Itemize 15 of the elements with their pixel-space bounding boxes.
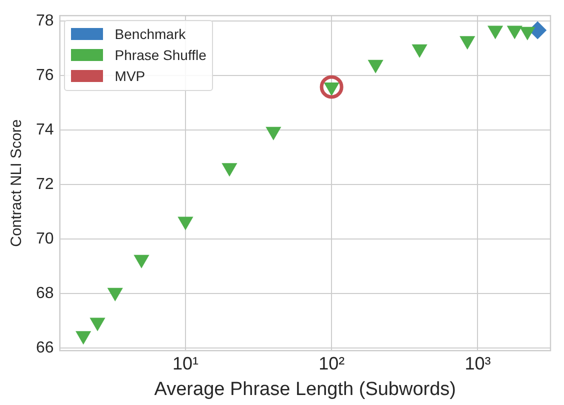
legend-label: Phrase Shuffle [114, 46, 206, 65]
x-axis-title: Average Phrase Length (Subwords) [154, 378, 456, 400]
legend-label: Benchmark [114, 24, 186, 44]
x-tick-label: 10¹ [172, 353, 198, 374]
y-axis-title: Contract NLI Score [8, 119, 26, 247]
y-tick-label: 70 [36, 230, 54, 248]
y-tick-label: 78 [36, 12, 54, 30]
x-tick-label: 10² [318, 353, 345, 374]
y-tick-label: 68 [36, 284, 54, 302]
legend-label: MVP [114, 66, 146, 86]
y-tick-label: 74 [36, 121, 54, 138]
y-tick-label: 66 [36, 339, 54, 356]
x-tick-label: 10³ [464, 353, 491, 374]
y-tick-label: 72 [36, 176, 54, 193]
y-tick-label: 76 [36, 66, 54, 84]
